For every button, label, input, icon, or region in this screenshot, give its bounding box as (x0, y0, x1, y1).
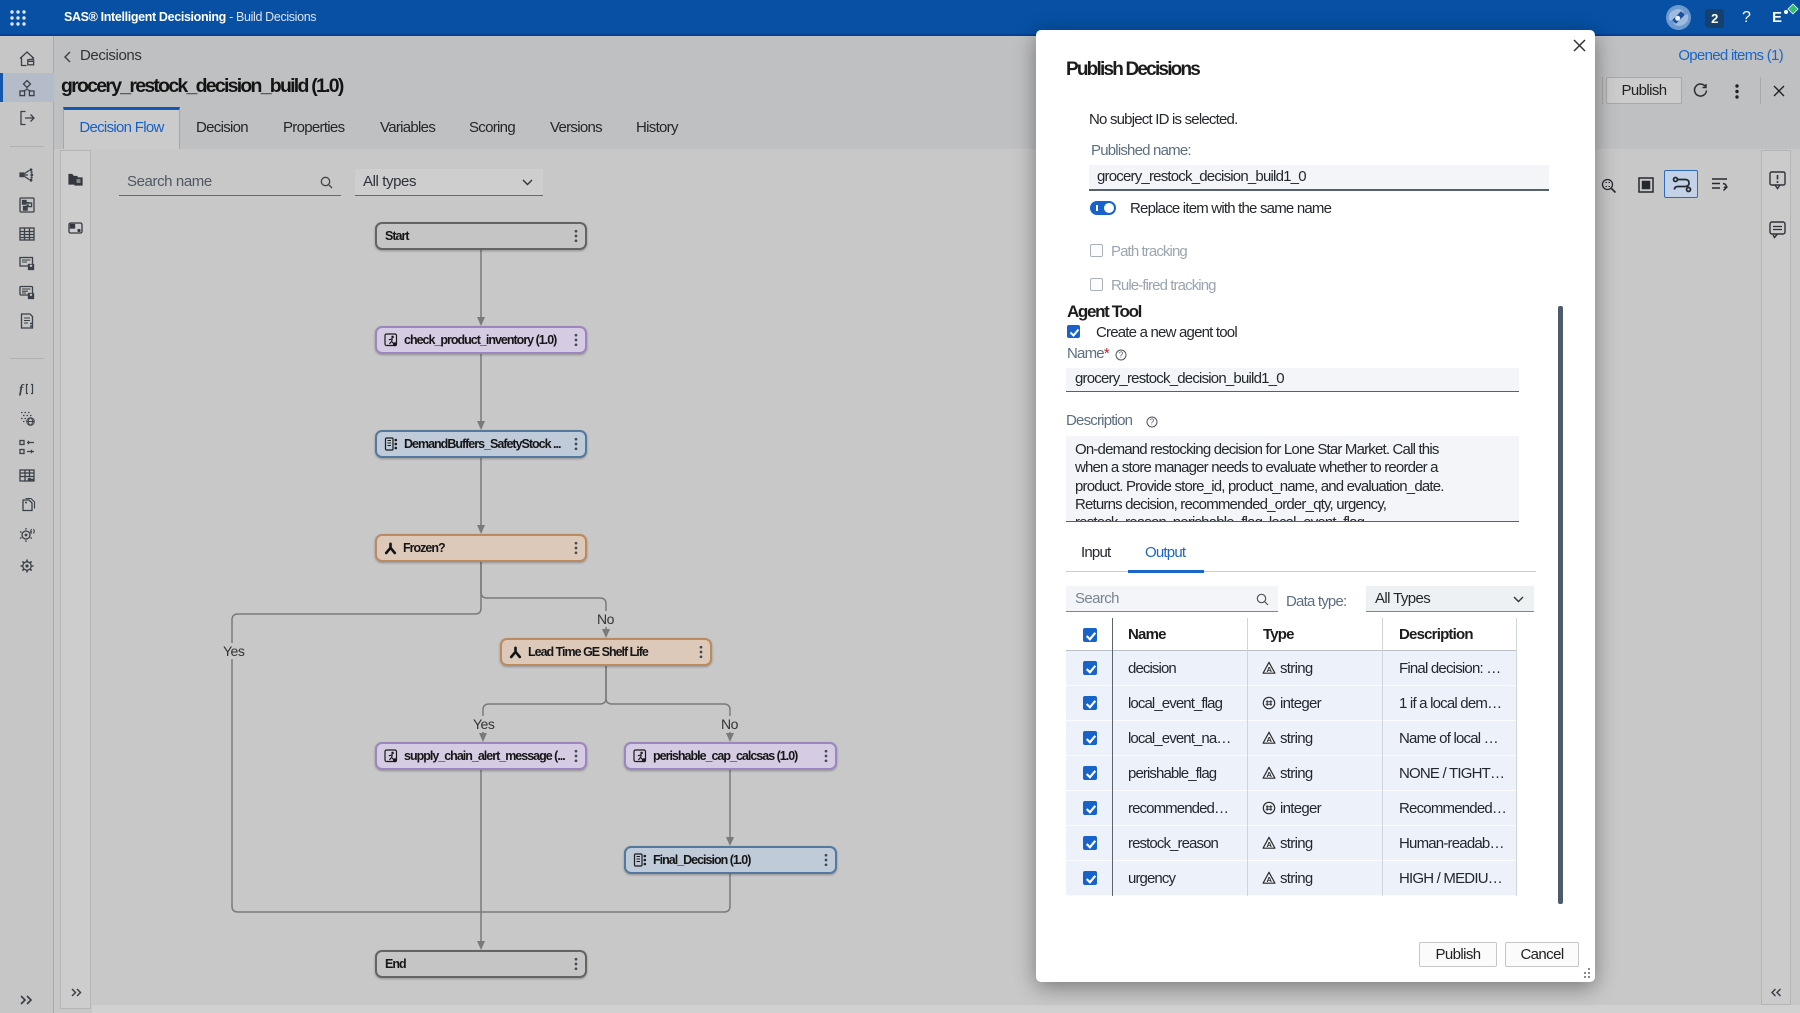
svg-text:A: A (1267, 665, 1273, 674)
svg-text:A: A (1267, 770, 1273, 779)
svg-text:A: A (1267, 875, 1273, 884)
svg-text:A: A (1267, 840, 1273, 849)
svg-text:f: f (19, 381, 25, 396)
svg-text:?: ? (1150, 418, 1155, 427)
svg-text:A: A (1267, 735, 1273, 744)
svg-text:?: ? (1119, 351, 1124, 360)
